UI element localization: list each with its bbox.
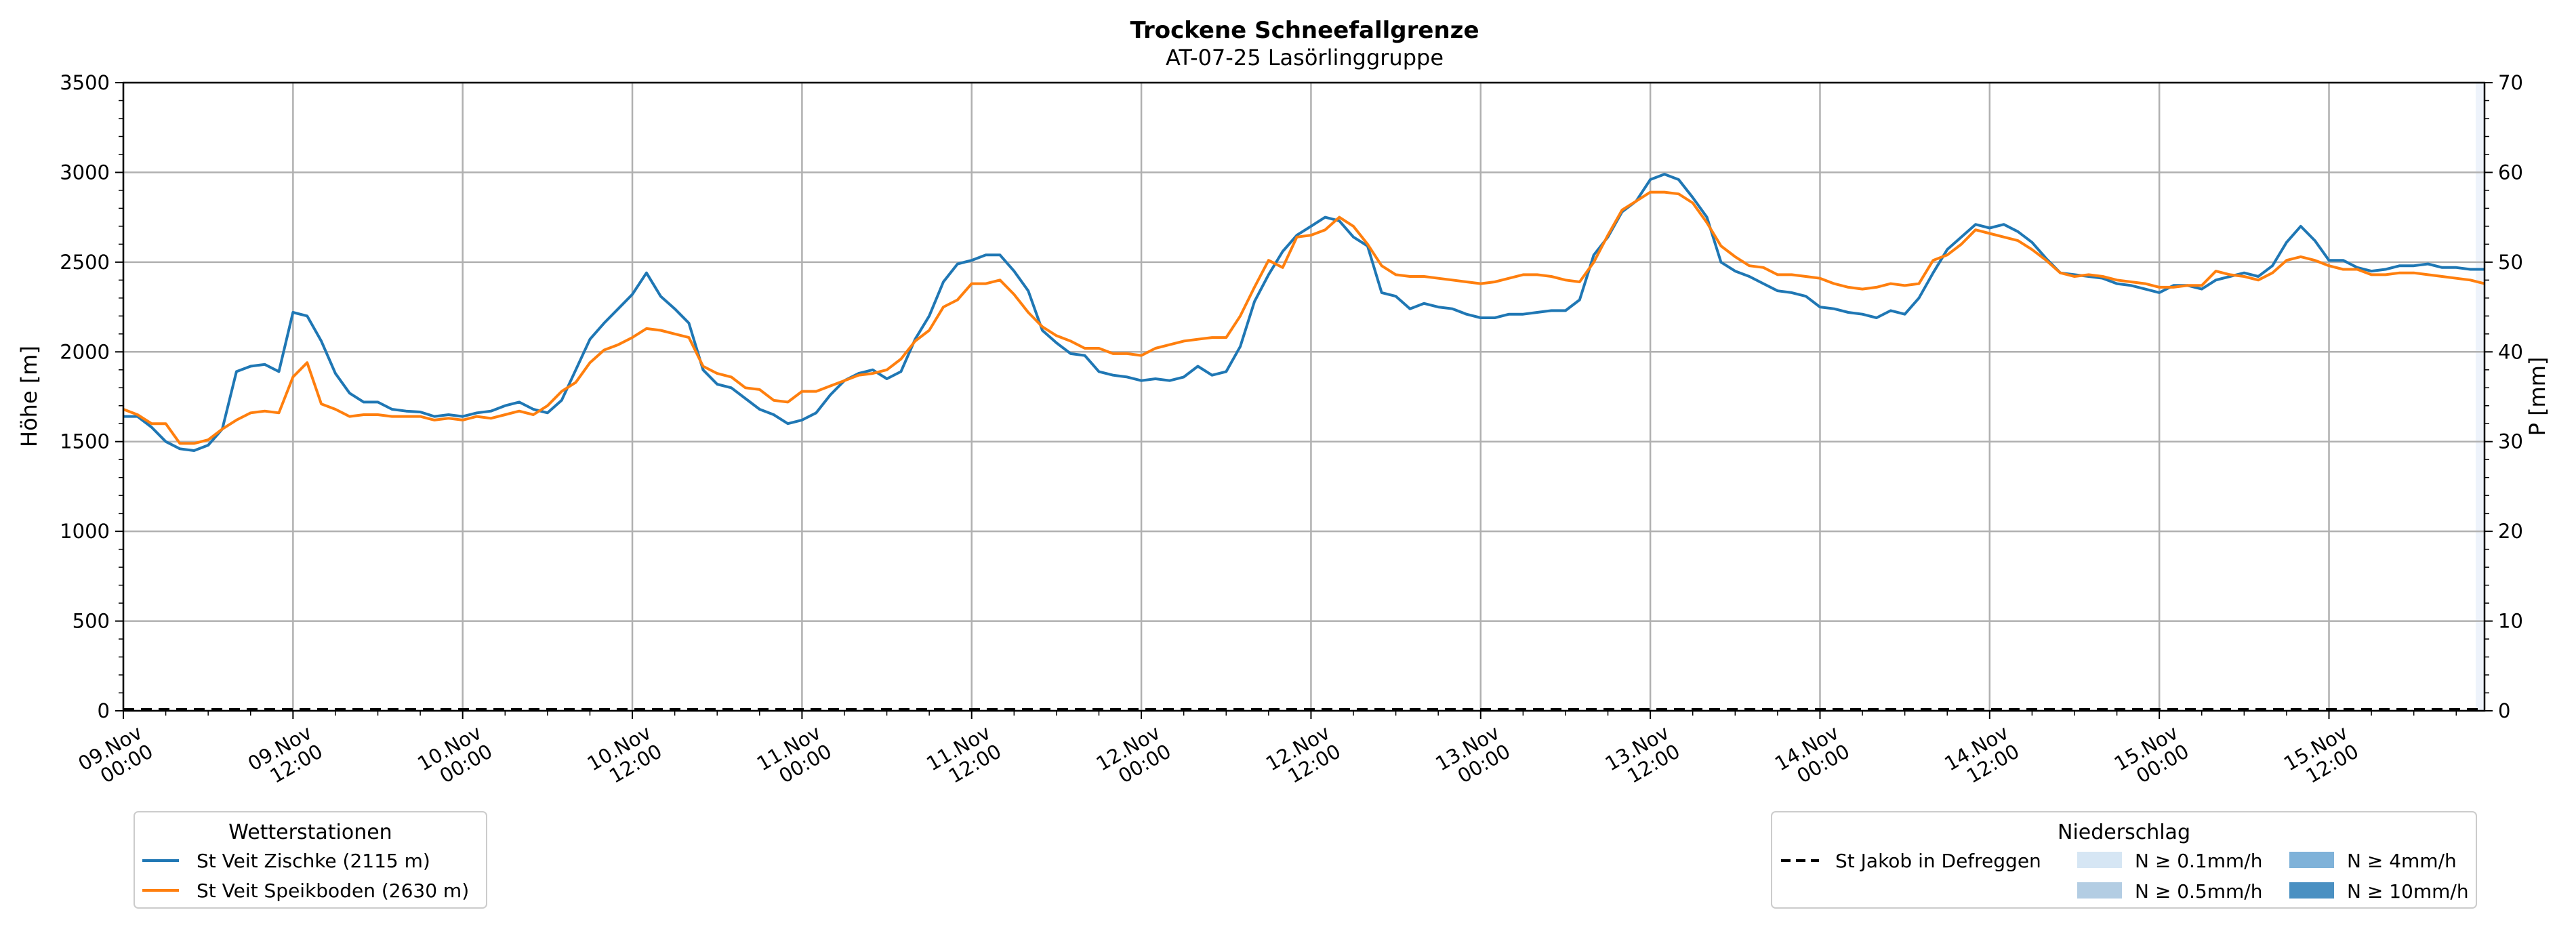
y-tick-label: 2500 [60,251,110,274]
legend-stations-box [134,811,487,909]
x-tick-label: 11.Nov12:00 [922,721,1005,795]
axes: 0 500 1000 1500 2000 2500 3000 3500 0 10 20 30 40 50 6… [60,71,2523,795]
series-group [123,173,2485,452]
y-tick-label: 0 [98,699,110,722]
legend-entry-n05: N ≥ 0.5mm/h [2135,880,2262,903]
legend-entry-n10: N ≥ 10mm/h [2347,880,2469,903]
x-tick-label: 12.Nov00:00 [1092,721,1175,795]
series-line-speikboden [123,190,2485,445]
x-tick-label: 15.Nov00:00 [2110,721,2193,795]
chart-title: Trockene Schneefallgrenze [1130,17,1479,44]
y-tick-label: 500 [73,610,110,633]
y2-tick-label: 0 [2498,699,2510,722]
x-tick-label: 09.Nov00:00 [75,721,157,795]
y2-tick-label: 70 [2498,71,2523,94]
legend-stations: Wetterstationen St Veit Zischke (2115 m)… [134,811,487,909]
y-tick-label: 2000 [60,340,110,363]
y2-tick-label: 10 [2498,610,2523,633]
y2-tick-label: 60 [2498,161,2523,184]
legend-entry-speikboden: St Veit Speikboden (2630 m) [197,880,469,902]
legend-entry-n01: N ≥ 0.1mm/h [2135,850,2262,872]
y-tick-label: 3500 [60,71,110,94]
legend-stations-title: Wetterstationen [228,821,392,844]
plot-frame [122,81,2486,712]
x-tick-label: 10.Nov12:00 [584,721,666,795]
legend-entry-zischke: St Veit Zischke (2115 m) [197,850,430,872]
x-tick-label: 13.Nov12:00 [1601,721,1684,795]
legend-swatch-n4 [2289,852,2334,868]
y2-tick-label: 20 [2498,520,2523,543]
y2-axis-label: P [mm] [2524,357,2550,436]
x-tick-label: 14.Nov00:00 [1771,721,1854,795]
legend-swatch-n10 [2289,882,2334,899]
legend-swatch-n01 [2077,852,2122,868]
legend-entry-n4: N ≥ 4mm/h [2347,850,2457,872]
x-tick-label: 10.Nov00:00 [413,721,496,795]
y2-tick-label: 50 [2498,251,2523,274]
legend-entry-station: St Jakob in Defreggen [1835,850,2041,872]
legend-precip-title: Niederschlag [2058,821,2190,844]
y-tick-label: 3000 [60,161,110,184]
x-tick-label: 15.Nov12:00 [2280,721,2363,795]
series-line-zischke [123,173,2485,452]
x-tick-label: 12.Nov12:00 [1262,721,1345,795]
y-tick-label: 1000 [60,520,110,543]
right-edge-shade [2476,83,2485,711]
x-tick-label: 14.Nov12:00 [1940,721,2023,795]
x-tick-label: 11.Nov00:00 [753,721,836,795]
legend-precip: Niederschlag St Jakob in Defreggen N ≥ 0… [1771,811,2477,909]
x-tick-label: 13.Nov00:00 [1431,721,1514,795]
grid [122,81,2485,712]
legend-swatch-n05 [2077,882,2122,899]
y-tick-label: 1500 [60,430,110,453]
y-axis-label: Höhe [m] [16,346,42,447]
y2-tick-label: 30 [2498,430,2523,453]
x-tick-label: 09.Nov12:00 [244,721,327,795]
chart-subtitle: AT-07-25 Lasörlinggruppe [1166,45,1444,70]
y2-tick-label: 40 [2498,340,2523,363]
